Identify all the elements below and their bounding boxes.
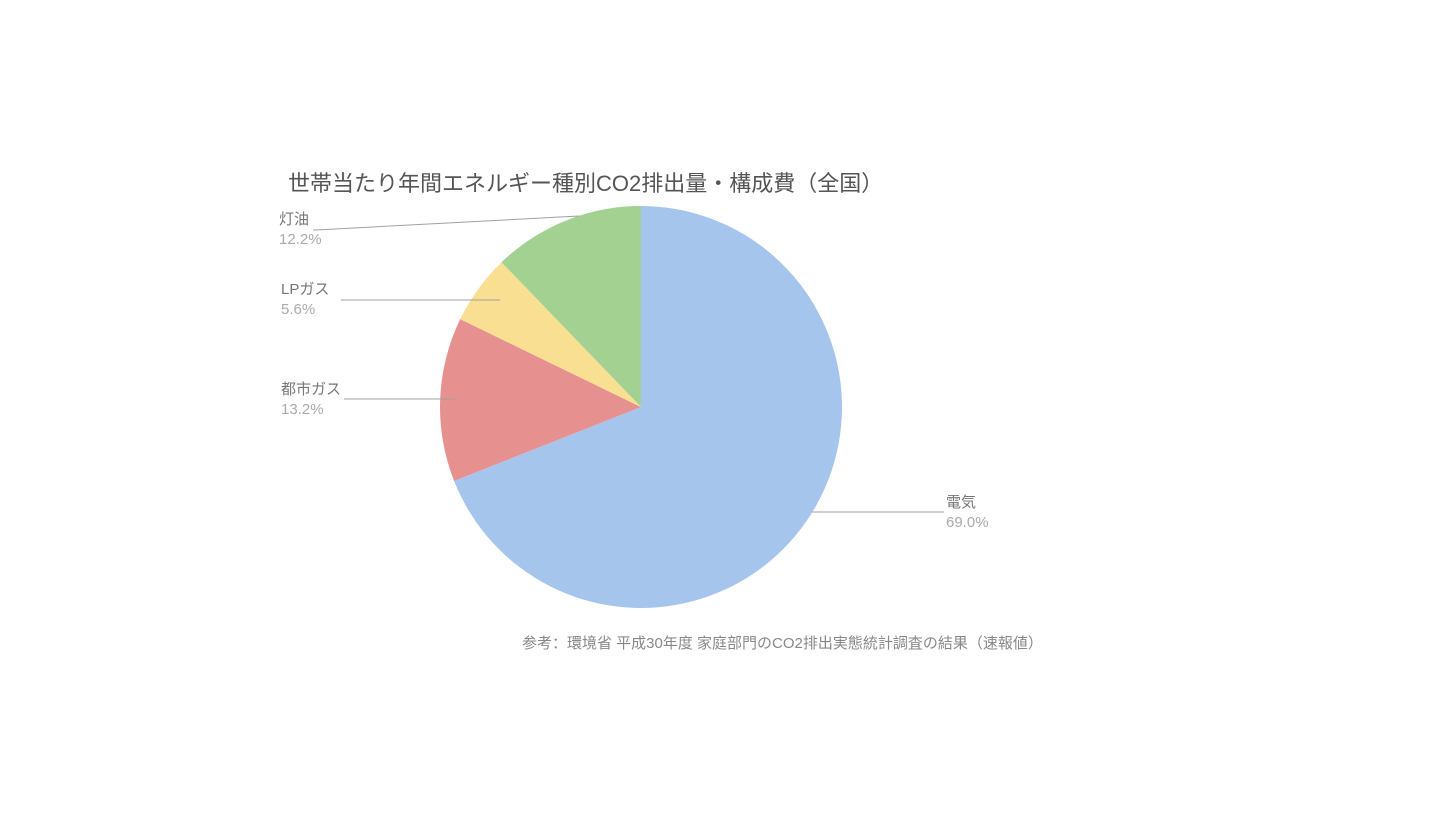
leader-line	[313, 216, 579, 230]
slice-label: 電気69.0%	[946, 493, 989, 532]
slice-label-percent: 13.2%	[281, 400, 341, 420]
chart-footnote: 参考：環境省 平成30年度 家庭部門のCO2排出実態統計調査の結果（速報値）	[522, 632, 1043, 653]
slice-label-percent: 5.6%	[281, 300, 329, 320]
chart-title: 世帯当たり年間エネルギー種別CO2排出量・構成費（全国）	[288, 166, 883, 198]
slice-label-percent: 12.2%	[279, 230, 322, 250]
pie-chart-svg	[0, 0, 1429, 832]
slice-label: 灯油12.2%	[279, 210, 322, 249]
slice-label: LPガス5.6%	[281, 280, 329, 319]
slice-label-name: 電気	[946, 493, 989, 513]
slice-label-name: LPガス	[281, 280, 329, 300]
slice-label-name: 灯油	[279, 210, 322, 230]
slice-label-name: 都市ガス	[281, 380, 341, 400]
slice-label-percent: 69.0%	[946, 513, 989, 533]
slice-label: 都市ガス13.2%	[281, 380, 341, 419]
